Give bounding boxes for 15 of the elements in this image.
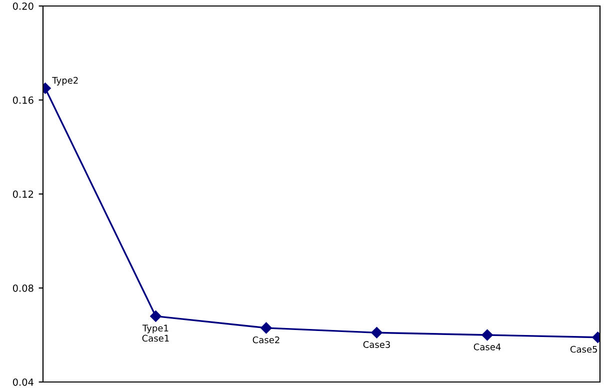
annotation: Case5 [570,346,597,353]
point [482,329,493,341]
annotation: Case3 [363,341,390,348]
y-tick-label: 0.08 [12,284,34,292]
y-tick-label: 0.20 [12,2,34,10]
point [150,310,162,322]
annotation: Case2 [252,336,280,344]
point [260,322,272,334]
annotation: Case4 [474,343,501,350]
point [371,327,382,338]
y-tick-label: 0.12 [12,190,33,198]
y-tick-label: 0.04 [12,378,34,386]
annotation: Type2 [52,76,78,86]
y-tick-label: 0.16 [12,96,34,104]
annotation: Type1 Case1 [142,324,169,342]
